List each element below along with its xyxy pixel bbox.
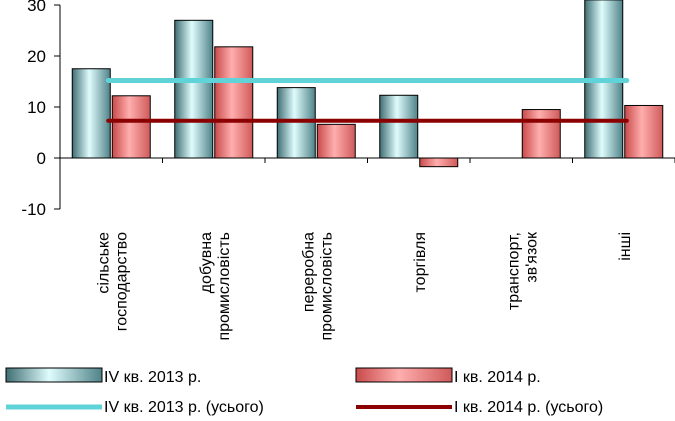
bar — [214, 46, 254, 159]
y-tick-label: 30 — [27, 0, 46, 15]
bar — [316, 123, 356, 159]
category-label: промисловість — [216, 232, 233, 341]
axes: -10 0 10 20 30 — [21, 0, 675, 219]
category-label: інші — [617, 232, 634, 261]
bar — [111, 95, 151, 159]
y-tick-label: 20 — [27, 47, 46, 66]
category-label: переробна — [300, 232, 317, 312]
y-tick-label: -10 — [21, 200, 46, 219]
legend-label: ІV кв. 2013 р. (усього) — [104, 399, 264, 416]
category-label: промисловість — [318, 232, 335, 341]
y-tick-label: 10 — [27, 98, 46, 117]
bars — [71, 0, 664, 168]
bar — [624, 104, 664, 159]
bar — [379, 94, 419, 159]
legend: ІV кв. 2013 р. І кв. 2014 р. ІV кв. 2013 р… — [5, 367, 603, 416]
category-label: сільське — [95, 232, 112, 294]
reference-lines — [105, 77, 630, 123]
category-labels: сільське господарство добувна промисловість… — [95, 231, 634, 341]
bar — [419, 157, 459, 168]
legend-label: І кв. 2014 р. — [454, 369, 541, 386]
legend-swatch — [355, 367, 453, 383]
category-label: добувна — [198, 232, 215, 293]
bar — [276, 87, 316, 159]
y-tick-label: 0 — [37, 149, 46, 168]
category-label: господарство — [113, 232, 130, 331]
legend-label: ІV кв. 2013 р. — [104, 369, 201, 386]
legend-label: І кв. 2014 р. (усього) — [454, 399, 603, 416]
legend-swatch — [5, 367, 103, 383]
bar — [71, 68, 111, 159]
category-label: транспорт, — [505, 232, 522, 310]
category-label: торгівля — [412, 232, 429, 292]
bar — [174, 19, 214, 159]
category-label: зв'язок — [523, 231, 540, 283]
bar — [521, 109, 561, 159]
